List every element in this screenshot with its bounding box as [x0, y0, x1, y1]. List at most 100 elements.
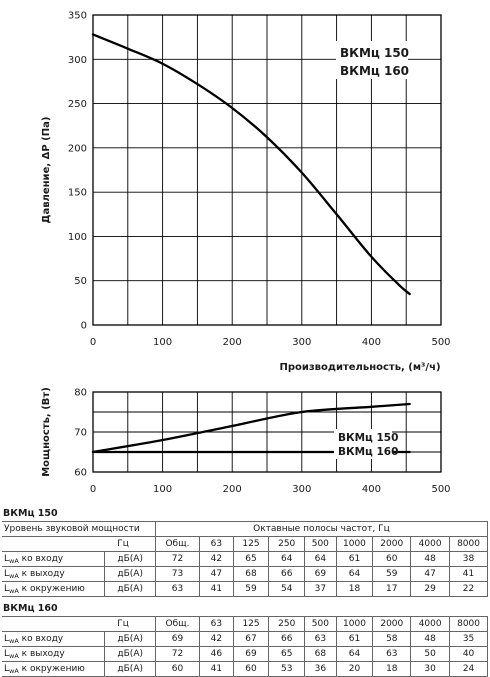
table-cell: 64	[304, 551, 337, 567]
table-row: LwA ко входу дБ(А) 69 42 67 66 63 61 58 48 35	[2, 631, 488, 647]
table-cell: 65	[268, 646, 306, 662]
table-cell: 58	[372, 631, 412, 647]
table-row: LwA к окружению дБ(А) 60 41 60 53 36 20 18 30 24	[2, 661, 488, 677]
legend-bg-1	[336, 41, 408, 79]
table-cell: 63	[372, 646, 412, 662]
x-tick-label: 400	[362, 337, 381, 348]
header-band-cell: 8000	[449, 616, 488, 632]
y-tick-label: 100	[68, 232, 87, 243]
header-band-cell: 250	[268, 536, 306, 552]
table-cell: 46	[199, 646, 234, 662]
table-cell: 64	[335, 646, 374, 662]
table-row: LwA к выходу дБ(А) 72 46 69 65 68 64 63 50 40	[2, 646, 488, 662]
table-cell: 53	[268, 661, 306, 677]
table-cell: 60	[154, 661, 201, 677]
table-150-header2: Гц Общ. 63 125 250 500 1000 2000 4000 8000	[2, 536, 488, 552]
y-tick-label: 70	[74, 428, 87, 439]
table-cell: 47	[410, 566, 451, 582]
row-unit: дБ(А)	[104, 631, 156, 647]
table-cell: 50	[410, 646, 451, 662]
y-tick-label: 0	[81, 321, 87, 332]
table-cell: 42	[199, 551, 234, 567]
noise-tables: ВКМц 150 Уровень звуковой мощности Октав…	[0, 508, 490, 677]
header-band-cell: 2000	[372, 616, 412, 632]
header-band-cell: 63	[199, 616, 234, 632]
row-unit: дБ(А)	[104, 661, 156, 677]
y-tick-label: 60	[74, 468, 87, 479]
x-axis-label: Производительность, (м³/ч)	[279, 362, 440, 373]
table-160-header2: Гц Общ. 63 125 250 500 1000 2000 4000 8000	[2, 616, 488, 632]
header-octave-bands: Октавные полосы частот, Гц	[154, 521, 489, 537]
table-cell: 41	[199, 661, 234, 677]
plot-frame-1	[92, 14, 442, 326]
row-label: LwA к окружению	[2, 581, 106, 597]
header-band-cell: Общ.	[154, 536, 201, 552]
legend-label: ВКМц 160	[340, 64, 409, 78]
table-160: Гц Общ. 63 125 250 500 1000 2000 4000 8000 LwA ко…	[2, 616, 488, 677]
table-cell: 47	[199, 566, 234, 582]
row-label: LwA ко входу	[2, 551, 106, 567]
header-band-cell: 250	[268, 616, 306, 632]
y-tick-label: 150	[68, 188, 87, 199]
x-tick-label: 500	[431, 484, 450, 495]
table-150-header1: Уровень звуковой мощности Октавные полос…	[2, 521, 489, 537]
x-tick-label: 200	[223, 337, 242, 348]
charts-area: 0 100 200 300 400 500 0 50 100 150 200 250 300 350 Дав…	[41, 11, 451, 496]
table-cell: 20	[335, 661, 374, 677]
table-cell: 24	[449, 661, 488, 677]
table-cell: 68	[232, 566, 270, 582]
header-band-cell: 500	[304, 536, 337, 552]
row-label: LwA к окружению	[2, 661, 106, 677]
pressure-curve	[91, 33, 411, 296]
table-cell: 69	[154, 631, 201, 647]
y-axis-label: Давление, ΔP (Па)	[41, 117, 52, 224]
header-sound-power: Уровень звуковой мощности	[2, 521, 156, 537]
x-tick-label: 400	[362, 484, 381, 495]
x-tick-label: 100	[153, 484, 172, 495]
table-cell: 40	[449, 646, 488, 662]
table-cell: 63	[304, 631, 337, 647]
table-row: LwA к выходу дБ(А) 73 47 68 66 69 64 59 47 41	[2, 566, 488, 582]
y-tick-label: 300	[68, 55, 87, 66]
table-cell: 65	[232, 551, 270, 567]
legend-label: ВКМц 160	[338, 446, 398, 458]
table-cell: 73	[154, 566, 201, 582]
table-cell: 18	[335, 581, 374, 597]
table-160-title: ВКМц 160	[3, 603, 58, 614]
x-tick-label: 100	[153, 337, 172, 348]
table-cell: 66	[268, 631, 306, 647]
x-tick-label: 300	[292, 337, 311, 348]
plot-frame-2	[92, 391, 442, 473]
header-hz-cell: Гц	[2, 616, 156, 632]
table-cell: 61	[335, 631, 374, 647]
header-band-cell: 63	[199, 536, 234, 552]
table-cell: 59	[232, 581, 270, 597]
table-row: LwA к окружению дБ(А) 63 41 59 54 37 18 17 29 22	[2, 581, 488, 597]
table-cell: 30	[410, 661, 451, 677]
y-axis-label: Мощность, (Вт)	[41, 387, 52, 477]
table-cell: 63	[154, 581, 201, 597]
header-band-cell: 8000	[449, 536, 488, 552]
header-hz-cell: Гц	[2, 536, 156, 552]
header-band-cell: 500	[304, 616, 337, 632]
table-cell: 48	[410, 551, 451, 567]
table-cell: 35	[449, 631, 488, 647]
table-cell: 64	[268, 551, 306, 567]
table-cell: 38	[449, 551, 488, 567]
table-cell: 60	[372, 551, 412, 567]
header-band-cell: 4000	[410, 616, 451, 632]
y-tick-label: 200	[68, 143, 87, 154]
power-curve-150	[91, 402, 411, 454]
table-cell: 29	[410, 581, 451, 597]
table-cell: 37	[304, 581, 337, 597]
header-band-cell: 2000	[372, 536, 412, 552]
y-tick-label: 50	[74, 276, 87, 287]
table-150-body: LwA ко входу дБ(А) 72 42 65 64 64 61 60 48 38 LwA к…	[2, 551, 488, 597]
x-tick-label: 500	[431, 337, 450, 348]
table-cell: 66	[268, 566, 306, 582]
legend-bg-2	[334, 429, 392, 459]
header-band-cell: 125	[232, 616, 270, 632]
table-cell: 18	[372, 661, 412, 677]
table-cell: 72	[154, 551, 201, 567]
table-cell: 54	[268, 581, 306, 597]
